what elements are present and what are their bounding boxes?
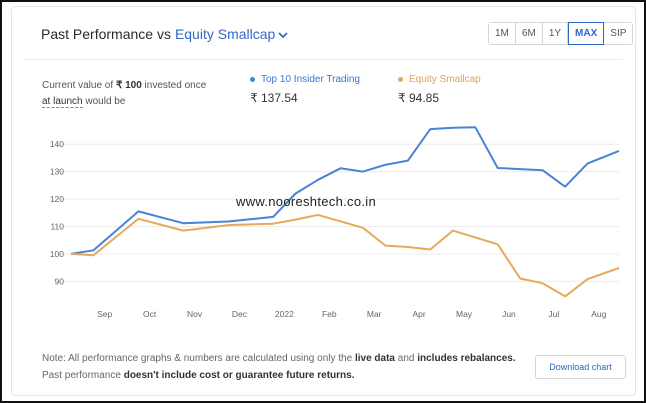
legend-value: ₹ 137.54: [250, 91, 298, 105]
note-text: and: [397, 353, 415, 364]
x-tick-label: 2022: [275, 309, 294, 319]
legend-item-equity-smallcap: Equity Smallcap ₹ 94.85: [398, 74, 481, 105]
x-tick-label: Apr: [412, 309, 425, 319]
note-text: Past performance: [42, 370, 121, 381]
watermark: www.nooreshtech.co.in: [236, 194, 376, 209]
note-bold: live data: [354, 353, 395, 364]
legend-dot-icon: [250, 76, 255, 82]
note-bold: doesn't include cost or guarantee future…: [123, 370, 355, 381]
y-tick-label: 90: [55, 276, 65, 286]
x-tick-label: Jul: [548, 309, 559, 319]
legend-name: Equity Smallcap: [409, 74, 481, 85]
page-title: Past Performance vs Equity Smallcap: [41, 26, 288, 42]
legend-name: Top 10 Insider Trading: [261, 74, 360, 85]
series-line-insider-trading: [70, 126, 620, 255]
range-button-max[interactable]: MAX: [568, 22, 605, 45]
benchmark-selector[interactable]: Equity Smallcap: [175, 26, 288, 42]
current-value-caption: Current value of ₹ 100 invested once at …: [42, 78, 252, 110]
x-tick-label: Aug: [591, 309, 606, 319]
x-tick-label: Sep: [97, 309, 112, 319]
series-line-equity-smallcap: [70, 213, 620, 298]
x-tick-label: Mar: [367, 309, 382, 319]
y-tick-label: 110: [50, 221, 64, 231]
y-tick-label: 120: [50, 194, 64, 204]
x-tick-label: Dec: [232, 309, 248, 319]
title-prefix: Past Performance vs: [41, 26, 171, 42]
x-tick-label: Jun: [502, 309, 516, 319]
range-button-1m[interactable]: 1M: [489, 23, 516, 44]
disclaimer-note: Note: All performance graphs & numbers a…: [42, 350, 532, 384]
x-tick-label: May: [456, 309, 473, 319]
y-tick-label: 130: [50, 167, 64, 177]
launch-tooltip-trigger[interactable]: at launch: [42, 96, 83, 108]
performance-line-chart: 90 100 110 120 130 140 Sep Oct Nov Dec 2022 Feb Mar A…: [50, 126, 620, 319]
performance-card: [11, 6, 636, 396]
note-text: Note: All performance graphs & numbers a…: [42, 353, 353, 364]
caption-text-3: would be: [85, 96, 126, 107]
time-range-selector: 1M 6M 1Y MAX SIP: [488, 22, 634, 45]
range-button-sip[interactable]: SIP: [604, 23, 633, 44]
chevron-down-icon: [278, 26, 288, 42]
note-bold: includes rebalances.: [417, 353, 516, 364]
download-chart-button[interactable]: Download chart: [535, 355, 626, 379]
caption-amount: ₹ 100: [115, 80, 142, 91]
divider: [24, 59, 623, 60]
x-tick-label: Oct: [143, 309, 157, 319]
y-tick-label: 140: [50, 139, 64, 149]
y-tick-label: 100: [50, 249, 64, 259]
legend-value: ₹ 94.85: [398, 91, 439, 105]
caption-text-2: invested once: [144, 80, 207, 91]
x-tick-label: Feb: [322, 309, 337, 319]
legend-item-insider-trading: Top 10 Insider Trading ₹ 137.54: [250, 74, 360, 105]
benchmark-selected-label: Equity Smallcap: [174, 26, 276, 42]
legend-dot-icon: [398, 76, 403, 82]
range-button-1y[interactable]: 1Y: [542, 23, 569, 44]
caption-text-1: Current value of: [42, 80, 114, 91]
range-button-6m[interactable]: 6M: [515, 23, 543, 44]
x-tick-label: Nov: [187, 309, 203, 319]
